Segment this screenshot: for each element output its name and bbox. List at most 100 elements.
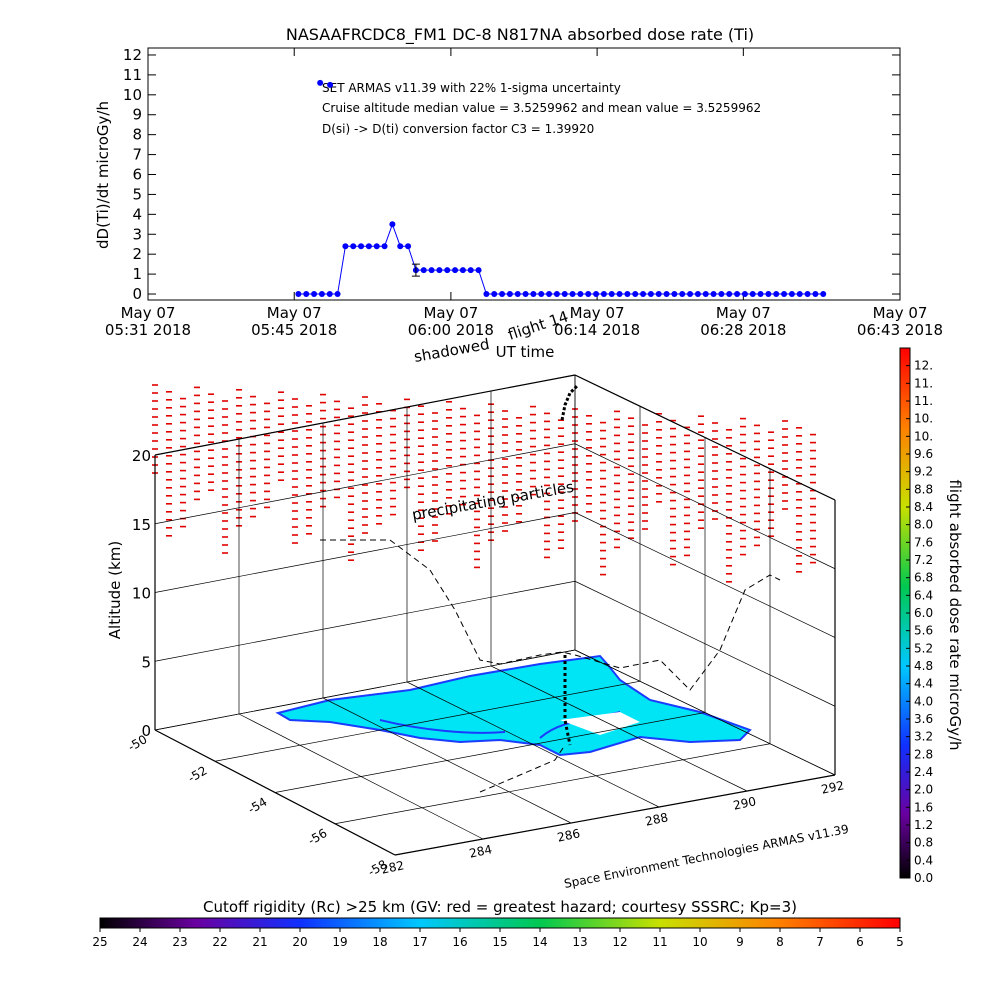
point	[640, 291, 647, 298]
colorbar-tick-label: 10	[692, 935, 707, 949]
colorbar-tick-label: 1.6	[914, 800, 933, 814]
point	[726, 291, 733, 298]
point	[326, 291, 333, 298]
colorbar-tick-label: 2.8	[914, 747, 933, 761]
point	[820, 291, 827, 298]
point	[663, 291, 670, 298]
point	[577, 291, 584, 298]
point	[585, 291, 592, 298]
colorbar-label: flight absorbed dose rate microGy/h	[946, 479, 964, 750]
colorbar-tick-label: 21	[252, 935, 267, 949]
grid-line	[154, 443, 576, 525]
point	[467, 267, 474, 274]
point	[804, 291, 811, 298]
axis-edge	[154, 729, 396, 856]
y-tick-label: 9	[132, 106, 142, 124]
point	[420, 267, 427, 274]
lat-tick-label: -56	[306, 826, 330, 848]
x-tick-label: 05:31 2018	[105, 321, 191, 339]
colorbar-tick-label: 10.	[914, 412, 933, 426]
surface-3d	[154, 374, 836, 856]
point	[593, 291, 600, 298]
point	[781, 291, 788, 298]
point	[710, 291, 717, 298]
colorbar-tick-label: 12.	[914, 359, 933, 373]
colorbar-tick-label: 3.2	[914, 730, 933, 744]
point	[694, 291, 701, 298]
colorbar-tick-label: 4.0	[914, 694, 933, 708]
point	[530, 291, 537, 298]
colorbar-tick-label: 8	[776, 935, 784, 949]
point	[358, 243, 365, 250]
colorbar-tick-label: 2.4	[914, 765, 933, 779]
point	[561, 291, 568, 298]
z-tick-label: 5	[141, 653, 151, 671]
point	[788, 291, 795, 298]
error-bar	[411, 263, 420, 277]
point	[327, 81, 334, 88]
point	[741, 291, 748, 298]
point	[295, 291, 302, 298]
colorbar-tick-label: 15	[492, 935, 507, 949]
colorbar-tick-label: 6.4	[914, 588, 933, 602]
colorbar-tick-label: 8.0	[914, 518, 933, 532]
axis-edge	[394, 774, 836, 856]
colorbar-tick-label: 9.2	[914, 465, 933, 479]
y-tick-label: 6	[132, 165, 142, 183]
land-contour	[275, 654, 752, 757]
point	[749, 291, 756, 298]
point	[373, 243, 380, 250]
lon-tick-label: 286	[556, 826, 581, 844]
lat-tick-label: -52	[186, 763, 210, 785]
colorbar-tick-label: 0.8	[914, 836, 933, 850]
y-tick-label: 11	[123, 66, 142, 84]
point	[483, 291, 490, 298]
point	[600, 291, 607, 298]
z-tick-label: 20	[132, 447, 151, 465]
y-tick-label: 0	[132, 285, 142, 303]
y-tick-label: 2	[132, 245, 142, 263]
point	[397, 243, 404, 250]
point	[303, 291, 310, 298]
colorbar-tick-label: 5.2	[914, 641, 933, 655]
z-tick-label: 15	[132, 516, 151, 534]
y-tick-label: 5	[132, 185, 142, 203]
z-tick-label: 10	[132, 585, 151, 603]
point	[350, 243, 357, 250]
point	[389, 221, 396, 228]
point	[734, 291, 741, 298]
colorbar-tick-label: 7.6	[914, 535, 933, 549]
y-tick-label: 10	[123, 86, 142, 104]
point	[546, 291, 553, 298]
point	[428, 267, 435, 274]
point	[318, 291, 325, 298]
colorbar-tick-label: 14	[532, 935, 547, 949]
colorbar-tick-label: 11.	[914, 376, 933, 390]
point	[773, 291, 780, 298]
colorbar-tick-label: 16	[452, 935, 467, 949]
y-tick-label: 1	[132, 265, 142, 283]
point	[616, 291, 623, 298]
flight-shadow	[320, 539, 781, 691]
lon-tick-label: 282	[380, 858, 405, 876]
axis-edge	[574, 374, 836, 501]
colorbar-tick-label: 20	[292, 935, 307, 949]
x-tick-label: 06:28 2018	[700, 321, 786, 339]
x-tick-label: 06:14 2018	[554, 321, 640, 339]
point	[671, 291, 678, 298]
x-tick-label: 05:45 2018	[251, 321, 337, 339]
x-tick-label: 06:00 2018	[408, 321, 494, 339]
x-axis-label: UT time	[496, 343, 555, 361]
colorbar-tick-label: 4.4	[914, 677, 933, 691]
line	[298, 222, 824, 295]
point	[718, 291, 725, 298]
colorbar-tick-label: 11	[652, 935, 667, 949]
point	[702, 291, 709, 298]
colorbar-tick-label: 7	[816, 935, 824, 949]
annotation: shadowed	[413, 335, 491, 366]
y-tick-label: 8	[132, 126, 142, 144]
colorbar-tick-label: 11.	[914, 394, 933, 408]
colorbar-tick-label: 8.8	[914, 482, 933, 496]
point	[444, 267, 451, 274]
point	[647, 291, 654, 298]
